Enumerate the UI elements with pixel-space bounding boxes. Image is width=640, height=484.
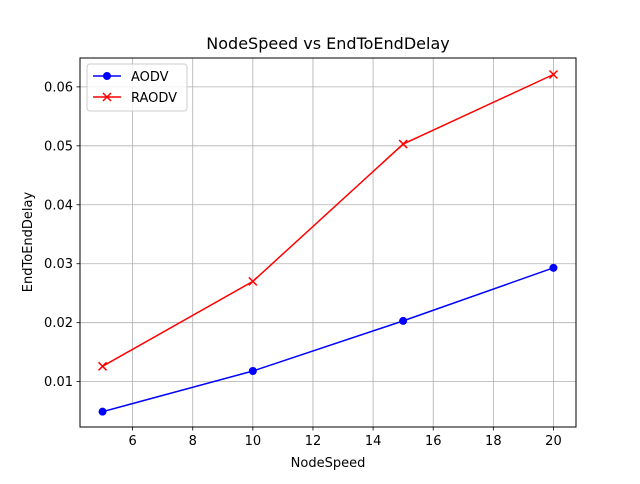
legend-aodv-label: AODV	[131, 70, 169, 85]
x-tick-label: 18	[485, 434, 502, 449]
aodv-data-point	[248, 367, 257, 376]
y-axis-ticks: 0.01 0.02 0.03 0.04 0.05 0.06	[44, 80, 80, 390]
raodv-series-line	[102, 73, 554, 367]
legend-raodv-marker	[102, 92, 112, 102]
legend-aodv-marker	[103, 72, 111, 80]
y-axis-label: EndToEndDelay	[21, 192, 36, 293]
x-tick-label: 10	[245, 434, 262, 449]
aodv-series-line	[102, 267, 554, 413]
x-axis-label: NodeSpeed	[291, 456, 366, 471]
aodv-data-point	[98, 407, 107, 416]
grid-lines	[80, 58, 576, 427]
y-tick-label: 0.04	[44, 198, 73, 213]
y-tick-label: 0.06	[44, 80, 73, 95]
x-tick-label: 14	[365, 434, 382, 449]
aodv-data-point	[399, 316, 408, 325]
x-tick-label: 6	[128, 434, 136, 449]
raodv-data-point	[398, 139, 408, 149]
legend-raodv-label: RAODV	[131, 91, 177, 106]
x-tick-label: 12	[305, 434, 322, 449]
raodv-data-point	[98, 361, 108, 371]
y-tick-label: 0.02	[44, 316, 73, 331]
y-tick-label: 0.05	[44, 139, 73, 154]
y-tick-label: 0.03	[44, 257, 73, 272]
legend: AODV RAODV	[86, 63, 188, 112]
raodv-data-point	[248, 276, 258, 286]
raodv-data-point	[548, 69, 558, 80]
chart-title: NodeSpeed vs EndToEndDelay	[206, 34, 449, 53]
aodv-data-point	[549, 263, 558, 272]
plot-series	[98, 69, 558, 416]
x-tick-label: 8	[189, 434, 197, 449]
x-tick-label: 16	[425, 434, 442, 449]
plot-frame	[79, 57, 577, 428]
x-tick-label: 20	[545, 434, 562, 449]
x-axis-ticks: 6 8 10 12 14 16 18 20	[128, 427, 562, 449]
y-tick-label: 0.01	[44, 375, 73, 390]
